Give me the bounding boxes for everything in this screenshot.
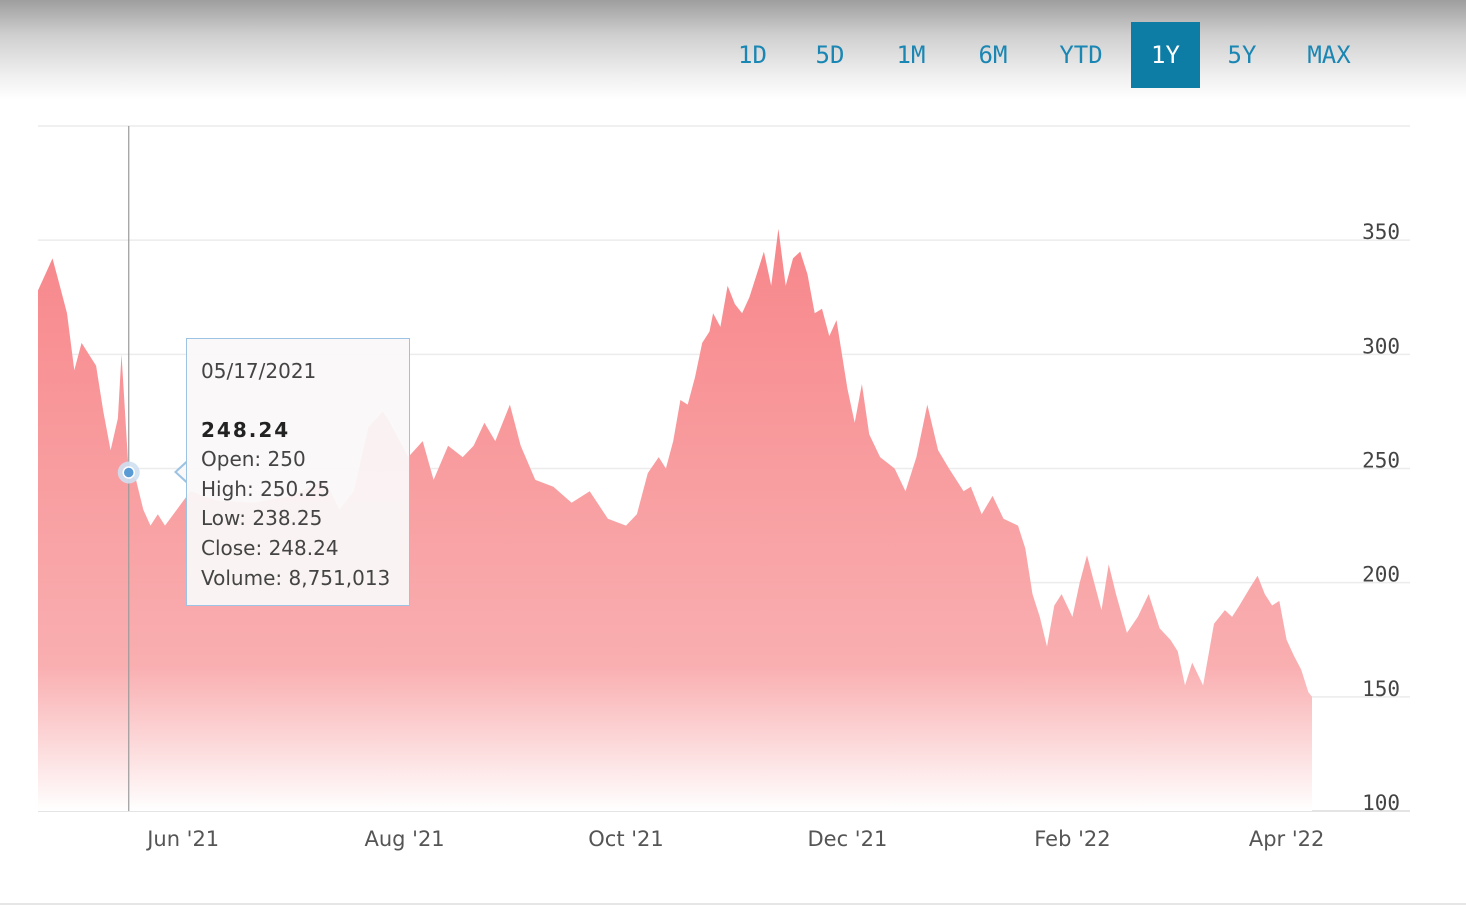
tooltip-price: 248.24: [201, 417, 291, 442]
x-tick-label: Feb '22: [1034, 827, 1110, 851]
x-tick-label: Dec '21: [808, 827, 888, 851]
y-tick-label: 200: [1362, 563, 1400, 587]
tooltip-low: Low: 238.25: [201, 506, 323, 531]
x-tick-label: Apr '22: [1249, 827, 1325, 851]
range-button-5d[interactable]: 5D: [815, 41, 845, 69]
y-tick-label: 350: [1362, 220, 1400, 244]
highlight-point[interactable]: [122, 466, 135, 479]
tooltip-date: 05/17/2021: [201, 359, 317, 383]
range-button-1d[interactable]: 1D: [738, 41, 767, 69]
range-button-1m[interactable]: 1M: [896, 41, 926, 69]
y-tick-label: 150: [1362, 677, 1400, 701]
tooltip-high: High: 250.25: [201, 476, 331, 501]
bottom-divider: [0, 903, 1466, 905]
range-button-6m[interactable]: 6M: [978, 41, 1008, 69]
y-tick-label: 300: [1362, 334, 1400, 358]
range-button-max[interactable]: MAX: [1307, 41, 1351, 69]
y-tick-label: 250: [1362, 449, 1400, 473]
y-tick-label: 100: [1362, 791, 1400, 815]
tooltip-close: Close: 248.24: [201, 535, 339, 560]
tooltip-open: Open: 250: [201, 447, 306, 472]
range-selector-bar: [0, 0, 1466, 100]
price-area: [38, 228, 1312, 812]
range-button-5y[interactable]: 5Y: [1227, 41, 1257, 69]
tooltip-caret-fill: [177, 462, 188, 482]
tooltip-volume: Volume: 8,751,013: [201, 565, 391, 590]
price-tooltip: 05/17/2021 248.24 Open: 250 High: 250.25…: [186, 338, 410, 606]
x-axis-ticks: Jun '21 Aug '21 Oct '21 Dec '21 Feb '22 Apr '…: [145, 827, 1324, 851]
range-button-1y[interactable]: 1Y: [1131, 22, 1200, 88]
x-tick-label: Aug '21: [364, 827, 444, 851]
range-button-ytd[interactable]: YTD: [1059, 41, 1103, 69]
y-axis-ticks: 100 150 200 250 300 350: [1362, 220, 1400, 815]
x-tick-label: Jun '21: [145, 827, 219, 851]
x-tick-label: Oct '21: [588, 827, 663, 851]
